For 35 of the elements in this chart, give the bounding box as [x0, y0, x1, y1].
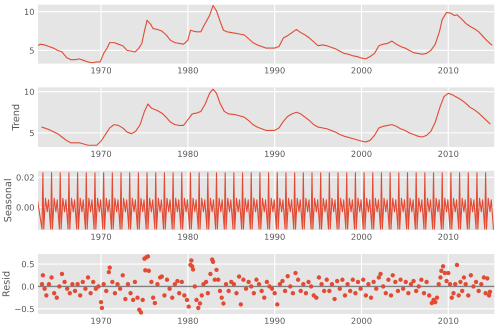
x-tick-label: 2010	[438, 234, 458, 240]
y-tick-label: 0.02	[16, 174, 34, 181]
x-tick-label: 2010	[438, 67, 458, 74]
x-tick-label: 1990	[264, 67, 285, 74]
x-tick-label: 1970	[91, 234, 112, 240]
x-tick-label: 1990	[264, 150, 285, 157]
x-tick-label: 2010	[438, 318, 458, 324]
x-tick-label: 1970	[91, 318, 112, 324]
x-tick-label: 1990	[264, 234, 285, 240]
x-tick-label: 1980	[178, 67, 198, 74]
y-tick-label: 10	[24, 8, 34, 15]
y-tick-label: −0.5	[15, 306, 34, 312]
x-tick-label: 2000	[351, 150, 372, 157]
y-tick-label: 10	[24, 88, 34, 95]
x-tick-label: 2000	[351, 318, 372, 324]
y-axis-title: Trend	[12, 104, 20, 131]
y-tick-label: 0.5	[22, 261, 34, 268]
line-series	[37, 4, 492, 64]
y-axis-title: Seasonal	[4, 179, 12, 222]
x-tick-label: 2000	[351, 234, 372, 240]
x-tick-label: 2000	[351, 67, 372, 74]
x-tick-label: 1990	[264, 318, 285, 324]
x-tick-label: 1970	[91, 150, 112, 157]
x-tick-label: 1980	[178, 234, 198, 240]
x-tick-label: 1970	[91, 67, 112, 74]
y-tick-label: 5	[30, 47, 34, 54]
x-tick-label: 1980	[178, 150, 198, 157]
y-tick-label: 0.00	[16, 204, 34, 211]
line-series	[41, 88, 491, 146]
y-tick-label: 5	[30, 130, 34, 136]
y-axis-title: Resid	[2, 272, 10, 296]
y-tick-label: 0.0	[22, 283, 34, 290]
x-tick-label: 2010	[438, 150, 458, 157]
x-tick-label: 1980	[178, 318, 198, 324]
line-series	[37, 172, 494, 230]
